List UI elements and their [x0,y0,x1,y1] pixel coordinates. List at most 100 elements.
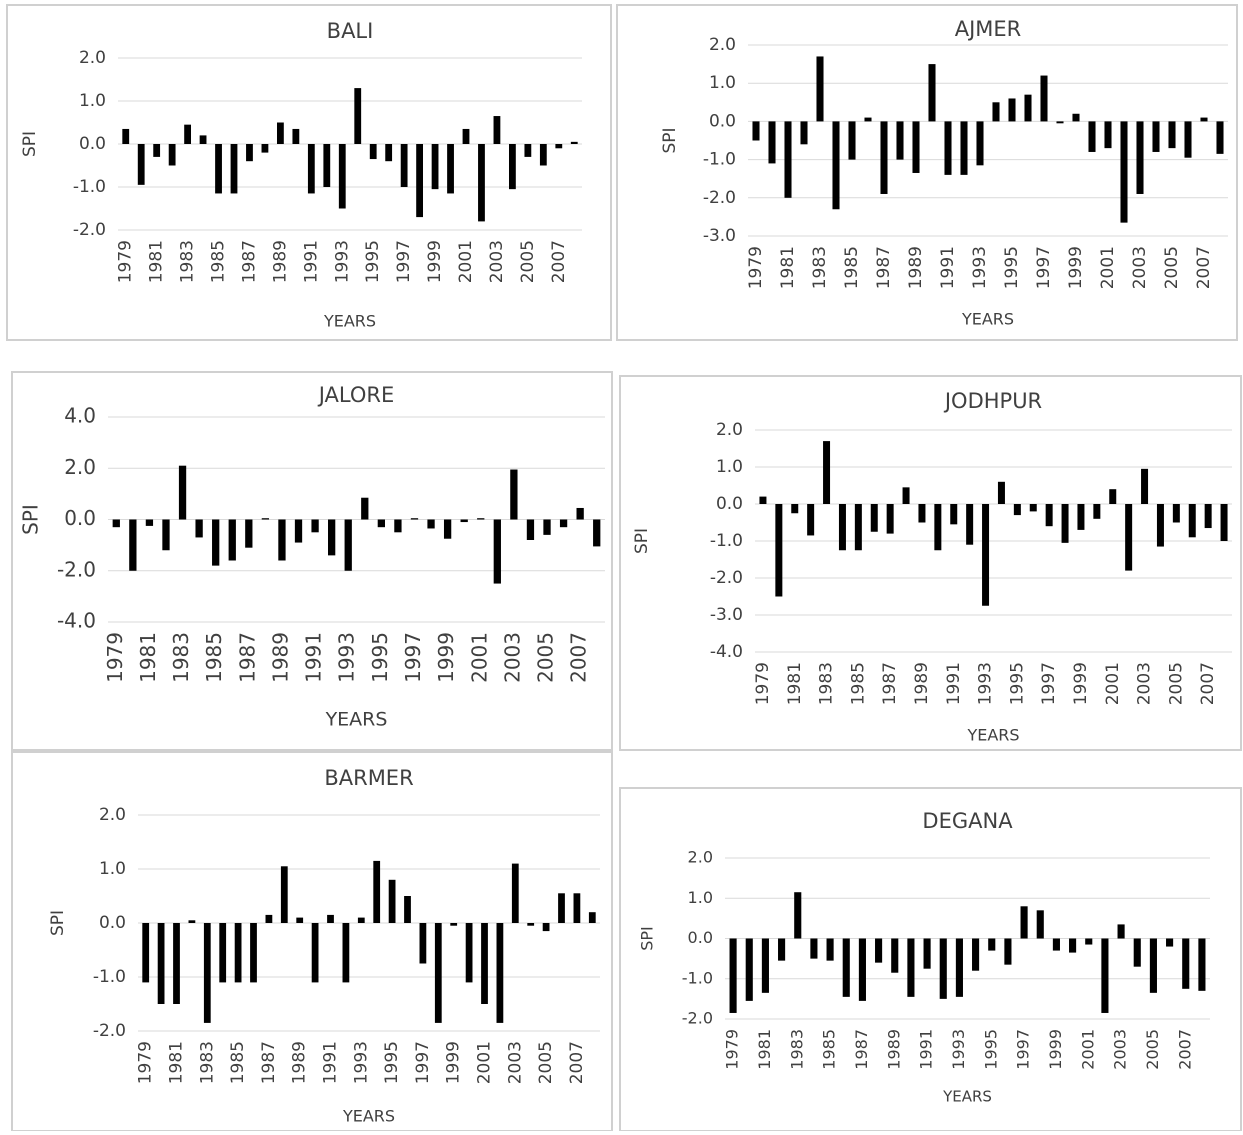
bar [354,88,362,144]
bar [826,938,834,961]
x-tick-label: 2001 [475,1041,495,1084]
x-tick-label: 1985 [842,246,862,289]
y-tick-label: -4.0 [57,609,96,633]
bar [966,504,974,545]
y-tick-label: -4.0 [710,642,743,662]
bar [212,519,220,566]
bar [168,144,176,166]
x-tick-label: 2001 [456,240,476,283]
y-tick-label: 0.0 [709,111,736,131]
x-tick-label: 1997 [413,1041,433,1084]
x-tick-label: 1981 [778,246,798,289]
x-tick-label: 2001 [1098,246,1118,289]
bar [1168,121,1176,149]
y-tick-label: 1.0 [688,888,713,907]
chart-title: DEGANA [922,809,1013,833]
bar [745,938,753,1001]
bar [1024,94,1032,122]
y-axis-label: SPI [48,910,68,936]
bar [1198,938,1206,991]
x-tick-label: 1981 [785,662,805,705]
bar [228,519,236,561]
bar [543,519,551,535]
bar [944,121,952,175]
bar [559,519,568,528]
x-tick-label: 1981 [167,1041,187,1084]
y-tick-label: -3.0 [703,226,736,246]
x-tick-label: 1993 [976,662,996,705]
bar [323,144,331,187]
bar [327,914,334,923]
bar [558,893,565,923]
x-tick-label: 2007 [567,632,591,683]
bar [195,519,203,538]
bar [1204,504,1212,529]
bar [1045,504,1053,527]
x-tick-label: 1995 [1007,662,1027,705]
bar [157,923,165,1004]
y-tick-label: 0.0 [79,134,106,154]
x-tick-label: 2005 [1162,246,1182,289]
x-tick-label: 1987 [235,632,259,683]
x-tick-label: 2003 [1135,662,1155,705]
bar [1040,75,1048,122]
bar [1104,121,1112,149]
x-tick-label: 1991 [301,240,321,283]
chart-title: JALORE [317,383,395,407]
x-tick-label: 1999 [444,1041,464,1084]
bar [250,923,257,983]
bar [800,121,808,145]
x-tick-label: 1989 [906,246,926,289]
x-tick-label: 1999 [434,632,458,683]
bar [1184,121,1192,158]
bar [328,519,336,556]
bar [880,121,888,194]
x-tick-label: 1997 [401,632,425,683]
x-tick-label: 1995 [363,240,383,283]
y-axis-label: SPI [660,127,680,153]
bar [1220,504,1228,541]
bar [1072,113,1080,122]
bar [992,102,1000,122]
x-tick-label: 1991 [938,246,958,289]
x-tick-label: 1983 [197,1041,217,1084]
bar [573,893,581,923]
bar [870,504,878,532]
x-tick-label: 1983 [178,240,198,283]
bar [385,144,393,162]
bar [410,518,419,520]
x-tick-label: 1983 [787,1029,806,1070]
x-tick-label: 1999 [1071,662,1091,705]
y-tick-label: -2.0 [682,1009,713,1028]
bar [1136,121,1144,194]
y-tick-label: 1.0 [709,73,736,93]
bar [1156,504,1164,547]
bar [230,144,238,194]
x-tick-label: 2007 [1175,1029,1194,1070]
x-tick-label: 1987 [852,1029,871,1070]
x-tick-label: 2001 [467,632,491,683]
bar [478,144,485,222]
bar [219,923,227,983]
bar [511,863,519,923]
x-axis-label: YEARS [323,312,376,331]
bar [555,144,563,149]
x-tick-label: 1993 [351,1041,371,1084]
bar [465,923,473,983]
x-tick-label: 1991 [321,1041,341,1084]
bar [215,144,222,194]
x-tick-label: 2003 [505,1041,525,1084]
bar [203,923,211,1023]
bar [280,866,288,923]
bar [761,938,769,993]
panel-border [619,375,1242,751]
x-tick-label: 2005 [536,1041,556,1084]
bar [886,504,894,534]
bar [875,938,883,963]
bar [443,519,452,539]
x-tick-label: 1989 [268,632,292,683]
bar [918,504,926,523]
bar [1069,938,1077,953]
bar [593,519,601,547]
